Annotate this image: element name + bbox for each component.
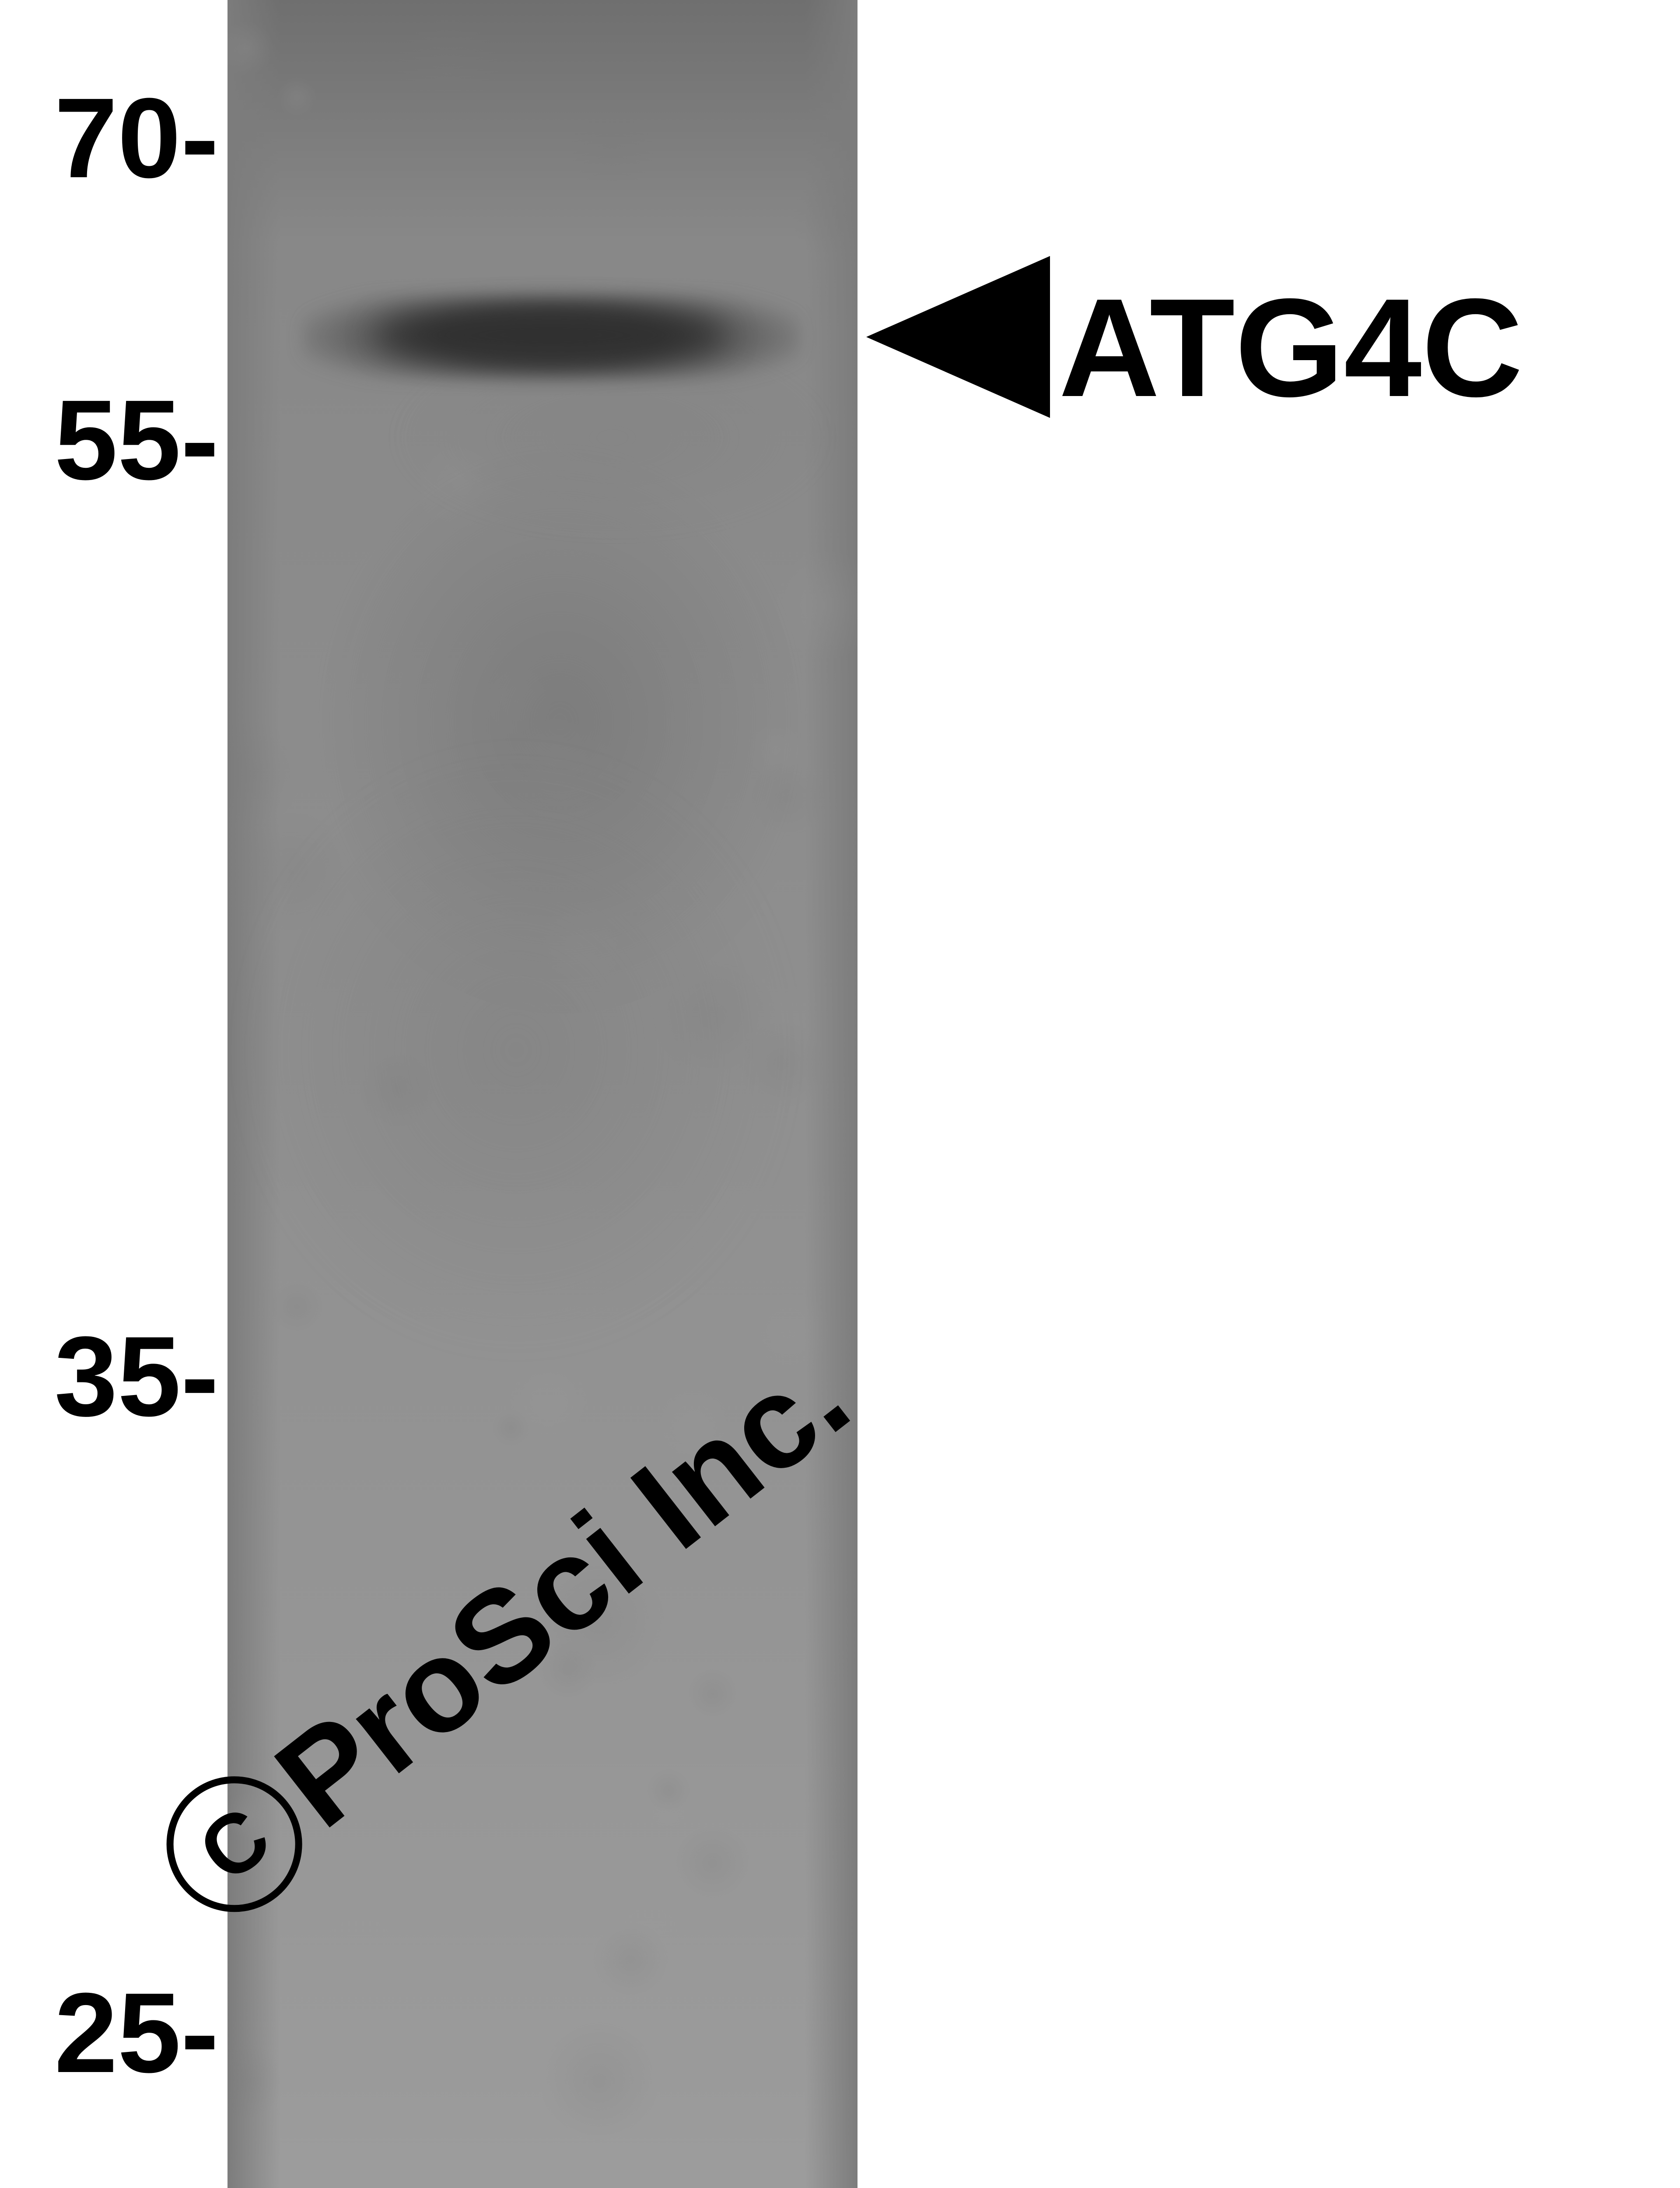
protein-band-core [377, 312, 726, 358]
protein-name-label: ATG4C [1059, 267, 1523, 428]
lane-smudge [236, 744, 796, 1357]
mw-marker-label: 70- [54, 73, 219, 204]
mw-marker-label: 35- [54, 1311, 219, 1442]
mw-marker-label: 55- [54, 375, 219, 506]
blot-figure: ATG4C C ProSci Inc. 70-55-35-25- [0, 0, 1680, 2188]
band-pointer-arrow [866, 256, 1050, 418]
copyright-letter: C [185, 1792, 284, 1896]
mw-marker-label: 25- [54, 1968, 219, 2099]
